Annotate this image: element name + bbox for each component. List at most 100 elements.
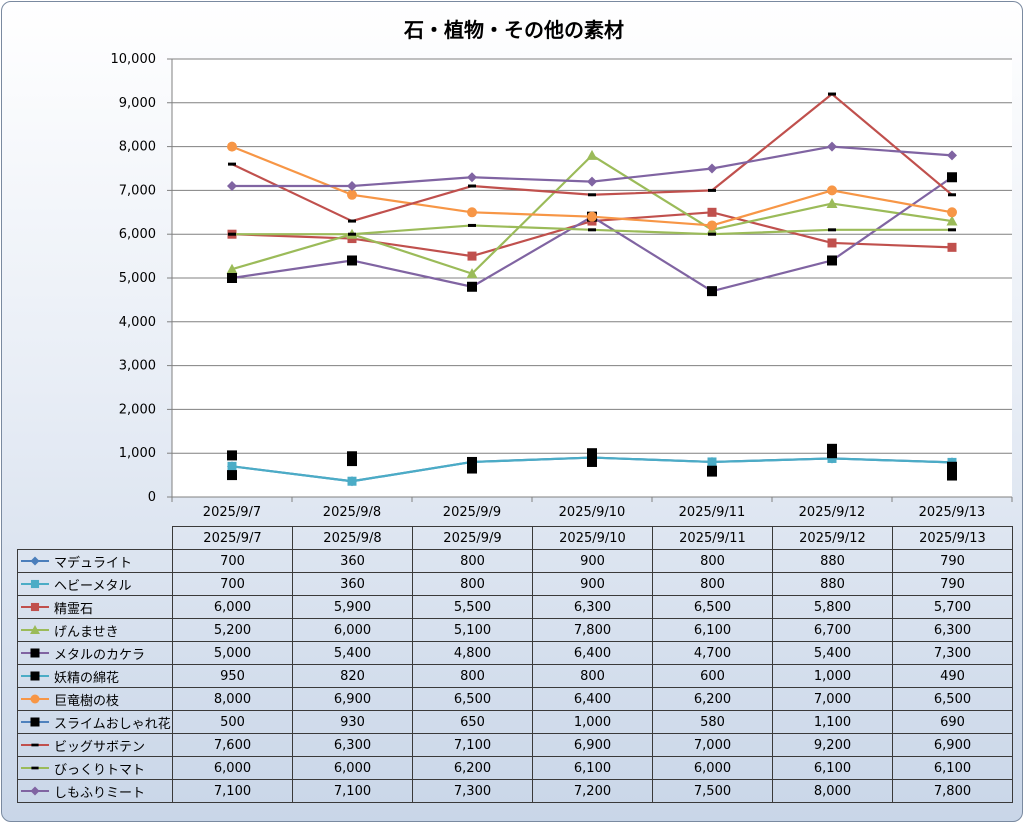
data-point [587,176,597,187]
table-cell: 6,700 [772,618,893,642]
table-row: メタルのカケラ 5,000 5,400 4,800 6,400 4,700 5,400 7,3… [17,641,1013,665]
table-cell: 7,100 [292,779,413,803]
data-point [707,163,717,174]
data-point [348,232,356,236]
data-point [347,476,357,486]
data-point [227,141,237,152]
table-cell: 7,100 [172,779,293,803]
y-tick-label: 6,000 [119,227,156,242]
table-cell: 6,000 [292,756,413,780]
table-cell: 700 [172,572,293,596]
table-cell: 500 [172,710,293,734]
data-point [348,219,356,223]
table-cell: 1,000 [532,710,653,734]
table-column-header: 2025/9/8 [292,526,413,550]
data-point [466,268,478,279]
table-column-header: 2025/9/11 [652,526,773,550]
table-cell: 5,500 [412,595,533,619]
data-point [467,207,477,218]
table-cell: 490 [892,664,1013,688]
table-cell: 6,000 [292,618,413,642]
table-cell: 800 [652,549,773,573]
data-point [227,273,237,283]
legend-label: ヘビーメタル [54,578,132,594]
legend-key-marker [30,694,40,704]
table-cell: 360 [292,549,413,573]
y-tick-label: 7,000 [119,183,156,198]
table-cell: 6,300 [532,595,653,619]
legend-key [21,648,49,658]
table-row: げんませき 5,200 6,000 5,100 7,800 6,100 6,700 6,300 [17,618,1013,642]
table-cell: 900 [532,572,653,596]
data-point [948,193,956,197]
legend-key [21,743,49,747]
legend-entry: ビッグサボテン [17,733,173,757]
legend-key-marker [30,671,40,681]
series-8 [227,443,957,481]
table-row: スライムおしゃれ花 500 930 650 1,000 580 1,100 690 [17,710,1013,734]
series-9 [228,92,956,223]
table-corner [18,527,173,550]
x-tick-label: 2025/9/9 [443,505,501,520]
table-cell: 930 [292,710,413,734]
data-point [347,181,357,192]
table-cell: 6,300 [892,618,1013,642]
table-cell: 880 [772,572,893,596]
table-cell: 6,500 [892,687,1013,711]
table-cell: 800 [652,572,773,596]
table-header-row: 2025/9/7 2025/9/8 2025/9/9 2025/9/10 2025/9/… [18,526,1013,550]
data-point [586,149,598,160]
data-point [827,443,837,454]
legend-entry: マデュライト [17,549,173,573]
legend-key-marker [30,602,40,612]
table-cell: 6,900 [892,733,1013,757]
legend-label: しもふりミート [54,785,146,801]
legend-key [21,556,49,566]
table-cell: 5,800 [772,595,893,619]
data-point [826,198,838,209]
table-cell: 7,500 [652,779,773,803]
table-cell: 6,500 [412,687,533,711]
table-cell: 6,000 [172,595,293,619]
data-point [947,150,957,161]
legend-key [21,602,49,612]
table-row: ヘビーメタル 700 360 800 900 800 880 790 [17,572,1013,596]
data-point [827,185,837,196]
y-tick-label: 1,000 [119,446,156,461]
table-cell: 800 [412,664,533,688]
series-7 [227,141,957,231]
legend-key-marker [30,648,40,658]
data-point [707,457,717,467]
table-cell: 6,400 [532,641,653,665]
x-tick-label: 2025/9/11 [679,505,746,520]
table-cell: 950 [172,664,293,688]
table-cell: 8,000 [172,687,293,711]
legend-key [21,786,49,796]
data-point [707,220,717,231]
data-point [228,162,236,166]
table-cell: 1,100 [772,710,893,734]
table-cell: 360 [292,572,413,596]
y-tick-label: 9,000 [119,96,156,111]
legend-entry: メタルのカケラ [17,641,173,665]
legend-key-marker [31,743,39,747]
table-cell: 880 [772,549,893,573]
legend-key-marker [30,717,40,727]
table-cell: 580 [652,710,773,734]
data-point [347,255,357,266]
legend-label: メタルのカケラ [54,647,146,663]
table-cell: 5,000 [172,641,293,665]
data-point [468,223,476,227]
data-point [227,181,237,192]
table-cell: 700 [172,549,293,573]
table-cell: 7,800 [892,779,1013,803]
table-cell: 6,000 [652,756,773,780]
legend-label: マデュライト [54,555,133,571]
table-cell: 5,100 [412,618,533,642]
table-cell: 790 [892,572,1013,596]
table-cell: 4,700 [652,641,773,665]
data-point [707,207,717,217]
data-point [226,263,238,274]
legend-key [21,625,49,635]
legend-key-marker [31,766,39,770]
